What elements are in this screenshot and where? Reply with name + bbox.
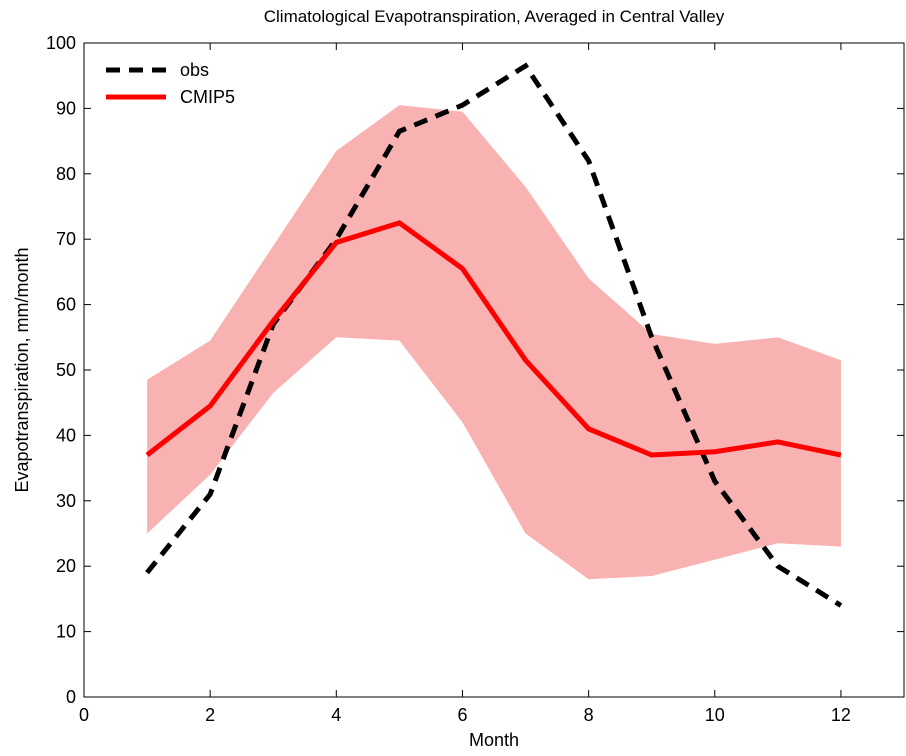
x-axis-label: Month <box>469 730 519 750</box>
y-axis-label: Evapotranspiration, mm/month <box>12 247 32 492</box>
legend-label: obs <box>180 60 209 80</box>
x-tick-label: 0 <box>79 705 89 725</box>
y-tick-label: 90 <box>56 98 76 118</box>
x-tick-label: 8 <box>584 705 594 725</box>
y-tick-label: 10 <box>56 622 76 642</box>
y-tick-label: 80 <box>56 164 76 184</box>
y-tick-label: 100 <box>46 33 76 53</box>
y-tick-label: 0 <box>66 687 76 707</box>
line <box>145 220 842 458</box>
y-tick-label: 30 <box>56 491 76 511</box>
x-tick-label: 10 <box>705 705 725 725</box>
spread-band <box>147 105 841 580</box>
x-tick-label: 4 <box>331 705 341 725</box>
y-tick-label: 70 <box>56 229 76 249</box>
chart-title: Climatological Evapotranspiration, Avera… <box>264 7 725 26</box>
x-tick-label: 6 <box>457 705 467 725</box>
x-tick-label: 2 <box>205 705 215 725</box>
y-tick-label: 60 <box>56 295 76 315</box>
y-tick-label: 20 <box>56 556 76 576</box>
y-tick-label: 40 <box>56 425 76 445</box>
x-tick-label: 12 <box>831 705 851 725</box>
legend-label: CMIP5 <box>180 87 235 107</box>
line <box>145 62 843 608</box>
y-tick-label: 50 <box>56 360 76 380</box>
